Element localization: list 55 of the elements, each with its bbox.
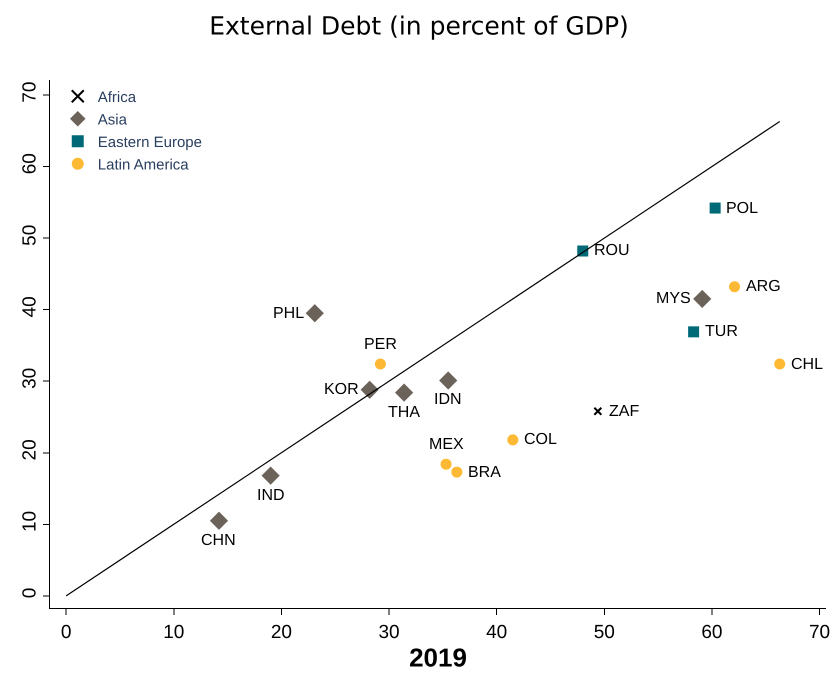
legend-label: Eastern Europe	[98, 134, 202, 152]
x-tick-label: 70	[808, 622, 830, 643]
annotation: KOR	[324, 381, 359, 398]
annotation: ARG	[746, 278, 781, 295]
x-tick-label: 0	[60, 622, 72, 643]
annotation: BRA	[468, 464, 502, 481]
y-tick-label: 20	[19, 439, 40, 460]
point	[688, 326, 700, 338]
annotation: CHL	[791, 356, 824, 373]
point	[451, 466, 462, 478]
annotation: COL	[524, 431, 557, 448]
annotation: POL	[726, 200, 758, 217]
y-tick-label: 50	[19, 224, 40, 246]
y-tick-label: 40	[19, 296, 40, 318]
annotation: MYS	[656, 290, 691, 307]
point	[774, 358, 786, 370]
y-tick-label: 60	[19, 153, 40, 174]
legend-label: Africa	[98, 89, 137, 106]
annotation: ROU	[594, 242, 630, 259]
point	[693, 290, 712, 308]
annotation: TUR	[705, 323, 738, 340]
y-tick-label: 10	[19, 510, 40, 532]
annotation: ZAF	[609, 403, 640, 420]
point	[395, 384, 414, 402]
point	[710, 202, 721, 214]
annotation: IND	[257, 487, 285, 504]
x-tick-label: 60	[701, 622, 722, 643]
point	[262, 466, 280, 485]
x-tick-label: 40	[486, 622, 508, 643]
point	[729, 281, 740, 292]
point	[439, 371, 458, 390]
x-tick-label: 20	[270, 622, 292, 643]
annotation: THA	[388, 404, 420, 421]
y-tick-label: 0	[19, 588, 40, 598]
annotation: IDN	[434, 391, 462, 408]
point	[306, 304, 324, 322]
legend-label: Asia	[98, 112, 128, 129]
y-tick-label: 70	[19, 82, 40, 103]
point	[374, 358, 386, 370]
x-axis-title: 2019	[409, 642, 467, 672]
legend-label: Latin America	[98, 156, 190, 174]
point	[440, 458, 452, 470]
x-tick-label: 50	[594, 622, 615, 643]
chart-title: External Debt (in percent of GDP)	[209, 11, 629, 40]
y-tick-label: 30	[19, 368, 40, 389]
x-tick-label: 10	[163, 622, 184, 643]
x-tick-label: 30	[378, 622, 400, 643]
annotation: CHN	[201, 532, 236, 549]
annotation: PER	[364, 336, 397, 353]
point	[593, 406, 602, 416]
point	[210, 512, 228, 530]
annotation: PHL	[273, 305, 304, 322]
point	[507, 434, 518, 446]
point	[360, 380, 379, 399]
annotation: MEX	[429, 436, 464, 453]
